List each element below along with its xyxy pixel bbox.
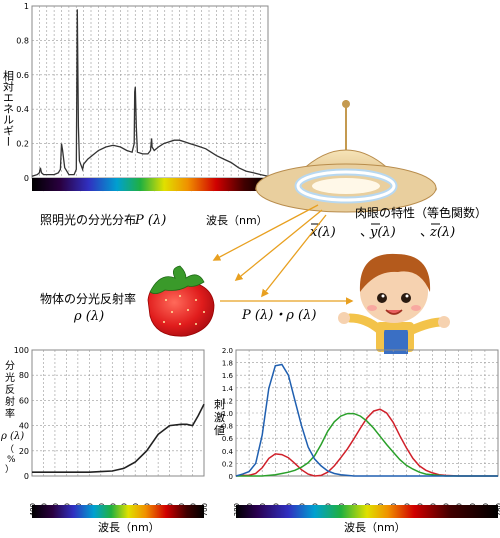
ceiling-lamp: [255, 100, 437, 213]
cmf-y-tick-label: 0: [229, 473, 233, 481]
cmf-y-tick-label: 0.4: [222, 448, 234, 456]
light-arrow-2: [234, 209, 323, 281]
cmf-y-tick-label: 1.2: [222, 397, 233, 405]
reflectance-y-unit-3: ）: [5, 464, 14, 475]
cmf-y-label-char-3: 値: [214, 424, 225, 437]
cmf-y-label: 刺 激 値: [214, 398, 225, 437]
observer-separator-1: 、: [360, 225, 373, 240]
spectrum-series-line: [31, 9, 269, 177]
observer-caption: 肉眼の特性（等色関数）: [355, 205, 487, 220]
cmf-color-bar: [236, 505, 498, 518]
cmf-y-label-char-1: 刺: [214, 398, 225, 411]
spectrum-color-bar: [32, 178, 268, 191]
reflectance-series-line: [32, 403, 205, 473]
spectrum-x-label: 波長（nm）: [206, 214, 268, 227]
spectrum-y-tick-label: 0.4: [16, 105, 29, 114]
reflectance-x-label: 波長（nm）: [98, 521, 160, 534]
reflectance-y-tick-label: 80: [19, 371, 29, 380]
spectrum-y-tick-label: 0.6: [16, 71, 29, 80]
strawberry-image: [147, 265, 215, 337]
observer-symbol-z: z(λ): [429, 225, 455, 240]
reflectance-y-label-char-3: 反: [5, 384, 15, 396]
cmf-y-label-char-2: 激: [214, 410, 225, 424]
reflectance-y-tick-label: 40: [19, 422, 29, 431]
object-symbol: ρ (λ): [73, 309, 104, 324]
observer-symbol-x: x(λ): [310, 225, 336, 240]
reflectance-y-label-char-1: 分: [5, 360, 15, 372]
reflectance-y-ticks: 100 80 60 40 20 0: [14, 346, 29, 481]
cmf-series-x-line: [235, 408, 498, 477]
spectrum-y-label: 相対エネルギー: [2, 70, 15, 147]
light-arrow-3: [261, 214, 327, 298]
reflectance-y-tick-label: 100: [14, 346, 29, 355]
reflectance-y-symbol: ρ (λ): [0, 431, 24, 442]
boy-observer-image: [338, 253, 450, 354]
illuminant-spectrum-chart: 10.80.60.40.20 3503643783924064204344484…: [16, 2, 276, 192]
cmf-series-y-line: [236, 412, 498, 477]
reflectance-x-tick-label: 700: [201, 503, 209, 516]
spectrum-y-tick-label: 1: [24, 2, 29, 11]
object-caption: 物体の分光反射率: [40, 291, 136, 306]
spectrum-y-ticks: 1 0.8 0.6 0.4 0.2 0: [16, 2, 29, 183]
reflectance-y-tick-label: 60: [19, 396, 29, 405]
reflectance-y-unit-2: %: [7, 455, 16, 465]
light-arrow-1: [212, 204, 319, 261]
reflectance-y-label: 分 光 反 射 率 ρ (λ) （ % ）: [0, 360, 24, 475]
spectrum-y-tick-label: 0: [24, 174, 29, 183]
cmf-frame: [235, 349, 499, 477]
spectrum-y-tick-label: 0.8: [16, 36, 29, 45]
reflectance-y-label-char-4: 射: [5, 396, 15, 408]
cmf-series-z-line: [235, 363, 498, 477]
spectrum-caption: 照明光の分光分布: [40, 213, 136, 227]
cmf-y-tick-label: 0.8: [222, 423, 233, 431]
light-arrows: [212, 204, 354, 305]
cmf-y-tick-label: 1.4: [222, 385, 234, 393]
reflectance-y-tick-label: 0: [24, 472, 29, 481]
cmf-y-tick-label: 0.2: [222, 460, 233, 468]
cmf-y-tick-label: 0.6: [222, 435, 234, 443]
product-formula: P (λ)・ρ (λ): [241, 308, 316, 323]
cmf-y-tick-label: 1.0: [222, 410, 233, 418]
observer-separator-2: 、: [420, 225, 433, 240]
reflectance-y-label-char-2: 光: [5, 371, 15, 384]
cmf-y-tick-label: 1.8: [222, 360, 233, 368]
reflectance-y-tick-label: 20: [19, 447, 29, 456]
spectrum-y-tick-label: 0.2: [16, 140, 29, 149]
observer-symbol-y: y(λ): [369, 225, 396, 240]
spectrum-symbol: P (λ): [134, 213, 166, 228]
cmf-grid: [235, 349, 499, 477]
cmf-y-tick-label: 1.6: [222, 372, 234, 380]
reflectance-color-bar: [32, 505, 204, 518]
cmf-y-ticks: 2.0 1.8 1.6 1.4 1.2 1.0 0.8 0.6 0.4 0.2 0: [222, 347, 234, 481]
cmf-x-label: 波長（nm）: [344, 521, 406, 534]
reflectance-y-unit-1: （: [5, 444, 14, 455]
cmf-y-tick-label: 2.0: [222, 347, 233, 355]
reflectance-frame: [31, 349, 205, 477]
color-matching-function-chart: 2.01.81.61.41.21.00.80.60.40.20 38040042…: [222, 347, 500, 518]
observer-symbols: x(λ) y(λ) z(λ) 、 、: [310, 223, 455, 240]
reflectance-grid: [31, 349, 205, 477]
reflectance-y-label-char-5: 率: [5, 407, 15, 420]
